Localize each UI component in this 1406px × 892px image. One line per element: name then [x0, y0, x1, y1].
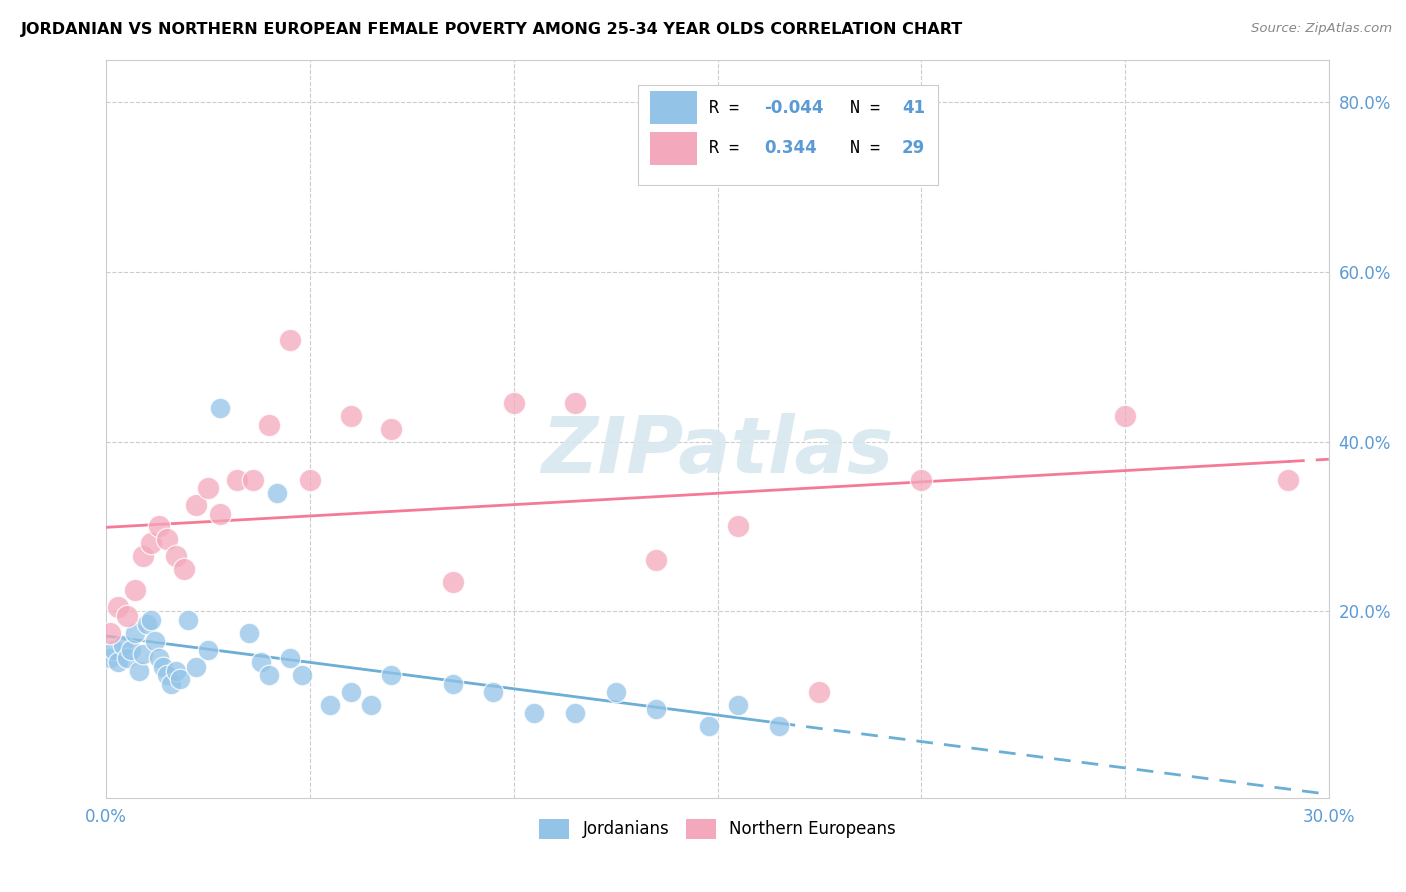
- Point: [1114, 409, 1136, 424]
- Point: [184, 659, 207, 673]
- Point: [148, 519, 170, 533]
- Point: [152, 659, 174, 673]
- Point: [441, 676, 464, 690]
- Point: [360, 698, 382, 712]
- Point: [111, 638, 134, 652]
- Point: [103, 642, 125, 657]
- Point: [177, 613, 200, 627]
- Text: N =: N =: [849, 139, 890, 157]
- Point: [165, 664, 187, 678]
- Point: [645, 702, 668, 716]
- Point: [564, 396, 586, 410]
- Point: [160, 676, 183, 690]
- Text: 29: 29: [903, 139, 925, 157]
- Text: JORDANIAN VS NORTHERN EUROPEAN FEMALE POVERTY AMONG 25-34 YEAR OLDS CORRELATION : JORDANIAN VS NORTHERN EUROPEAN FEMALE PO…: [21, 22, 963, 37]
- Point: [136, 617, 159, 632]
- Point: [98, 651, 121, 665]
- Point: [124, 625, 146, 640]
- Point: [1277, 473, 1299, 487]
- Point: [209, 507, 232, 521]
- Point: [165, 549, 187, 564]
- Point: [115, 651, 138, 665]
- Point: [727, 698, 749, 712]
- Point: [319, 698, 342, 712]
- Point: [242, 473, 264, 487]
- Point: [441, 574, 464, 589]
- Point: [727, 519, 749, 533]
- Point: [699, 719, 721, 733]
- Point: [124, 583, 146, 598]
- Point: [128, 664, 150, 678]
- Point: [808, 685, 831, 699]
- Text: -0.044: -0.044: [763, 99, 824, 117]
- Point: [257, 417, 280, 432]
- Point: [502, 396, 524, 410]
- Text: Source: ZipAtlas.com: Source: ZipAtlas.com: [1251, 22, 1392, 36]
- Point: [298, 473, 321, 487]
- Point: [169, 673, 191, 687]
- Point: [910, 473, 932, 487]
- Point: [605, 685, 627, 699]
- Point: [173, 562, 195, 576]
- Point: [148, 651, 170, 665]
- Text: ZIPatlas: ZIPatlas: [541, 413, 894, 489]
- Point: [645, 553, 668, 567]
- Point: [238, 625, 260, 640]
- Point: [107, 600, 129, 615]
- Point: [139, 536, 162, 550]
- Point: [380, 422, 402, 436]
- Legend: Jordanians, Northern Europeans: Jordanians, Northern Europeans: [533, 813, 903, 846]
- Point: [156, 533, 179, 547]
- Point: [768, 719, 790, 733]
- Text: N =: N =: [849, 99, 890, 117]
- Point: [257, 668, 280, 682]
- Point: [278, 333, 301, 347]
- Text: 0.344: 0.344: [763, 139, 817, 157]
- Point: [156, 668, 179, 682]
- Point: [278, 651, 301, 665]
- Point: [225, 473, 247, 487]
- Point: [339, 409, 361, 424]
- Point: [266, 485, 288, 500]
- Point: [482, 685, 505, 699]
- Point: [132, 647, 155, 661]
- Point: [120, 642, 142, 657]
- Point: [197, 642, 219, 657]
- Point: [250, 656, 273, 670]
- Bar: [650, 91, 697, 124]
- FancyBboxPatch shape: [638, 86, 938, 186]
- Point: [132, 549, 155, 564]
- Point: [339, 685, 361, 699]
- Point: [184, 498, 207, 512]
- Point: [115, 608, 138, 623]
- Point: [564, 706, 586, 721]
- Point: [291, 668, 314, 682]
- Text: R =: R =: [709, 99, 749, 117]
- Point: [209, 401, 232, 415]
- Point: [523, 706, 546, 721]
- Point: [380, 668, 402, 682]
- Text: R =: R =: [709, 139, 749, 157]
- Point: [139, 613, 162, 627]
- Point: [98, 625, 121, 640]
- Point: [197, 481, 219, 495]
- Bar: [650, 132, 697, 165]
- Point: [143, 634, 166, 648]
- Text: 41: 41: [903, 99, 925, 117]
- Point: [107, 656, 129, 670]
